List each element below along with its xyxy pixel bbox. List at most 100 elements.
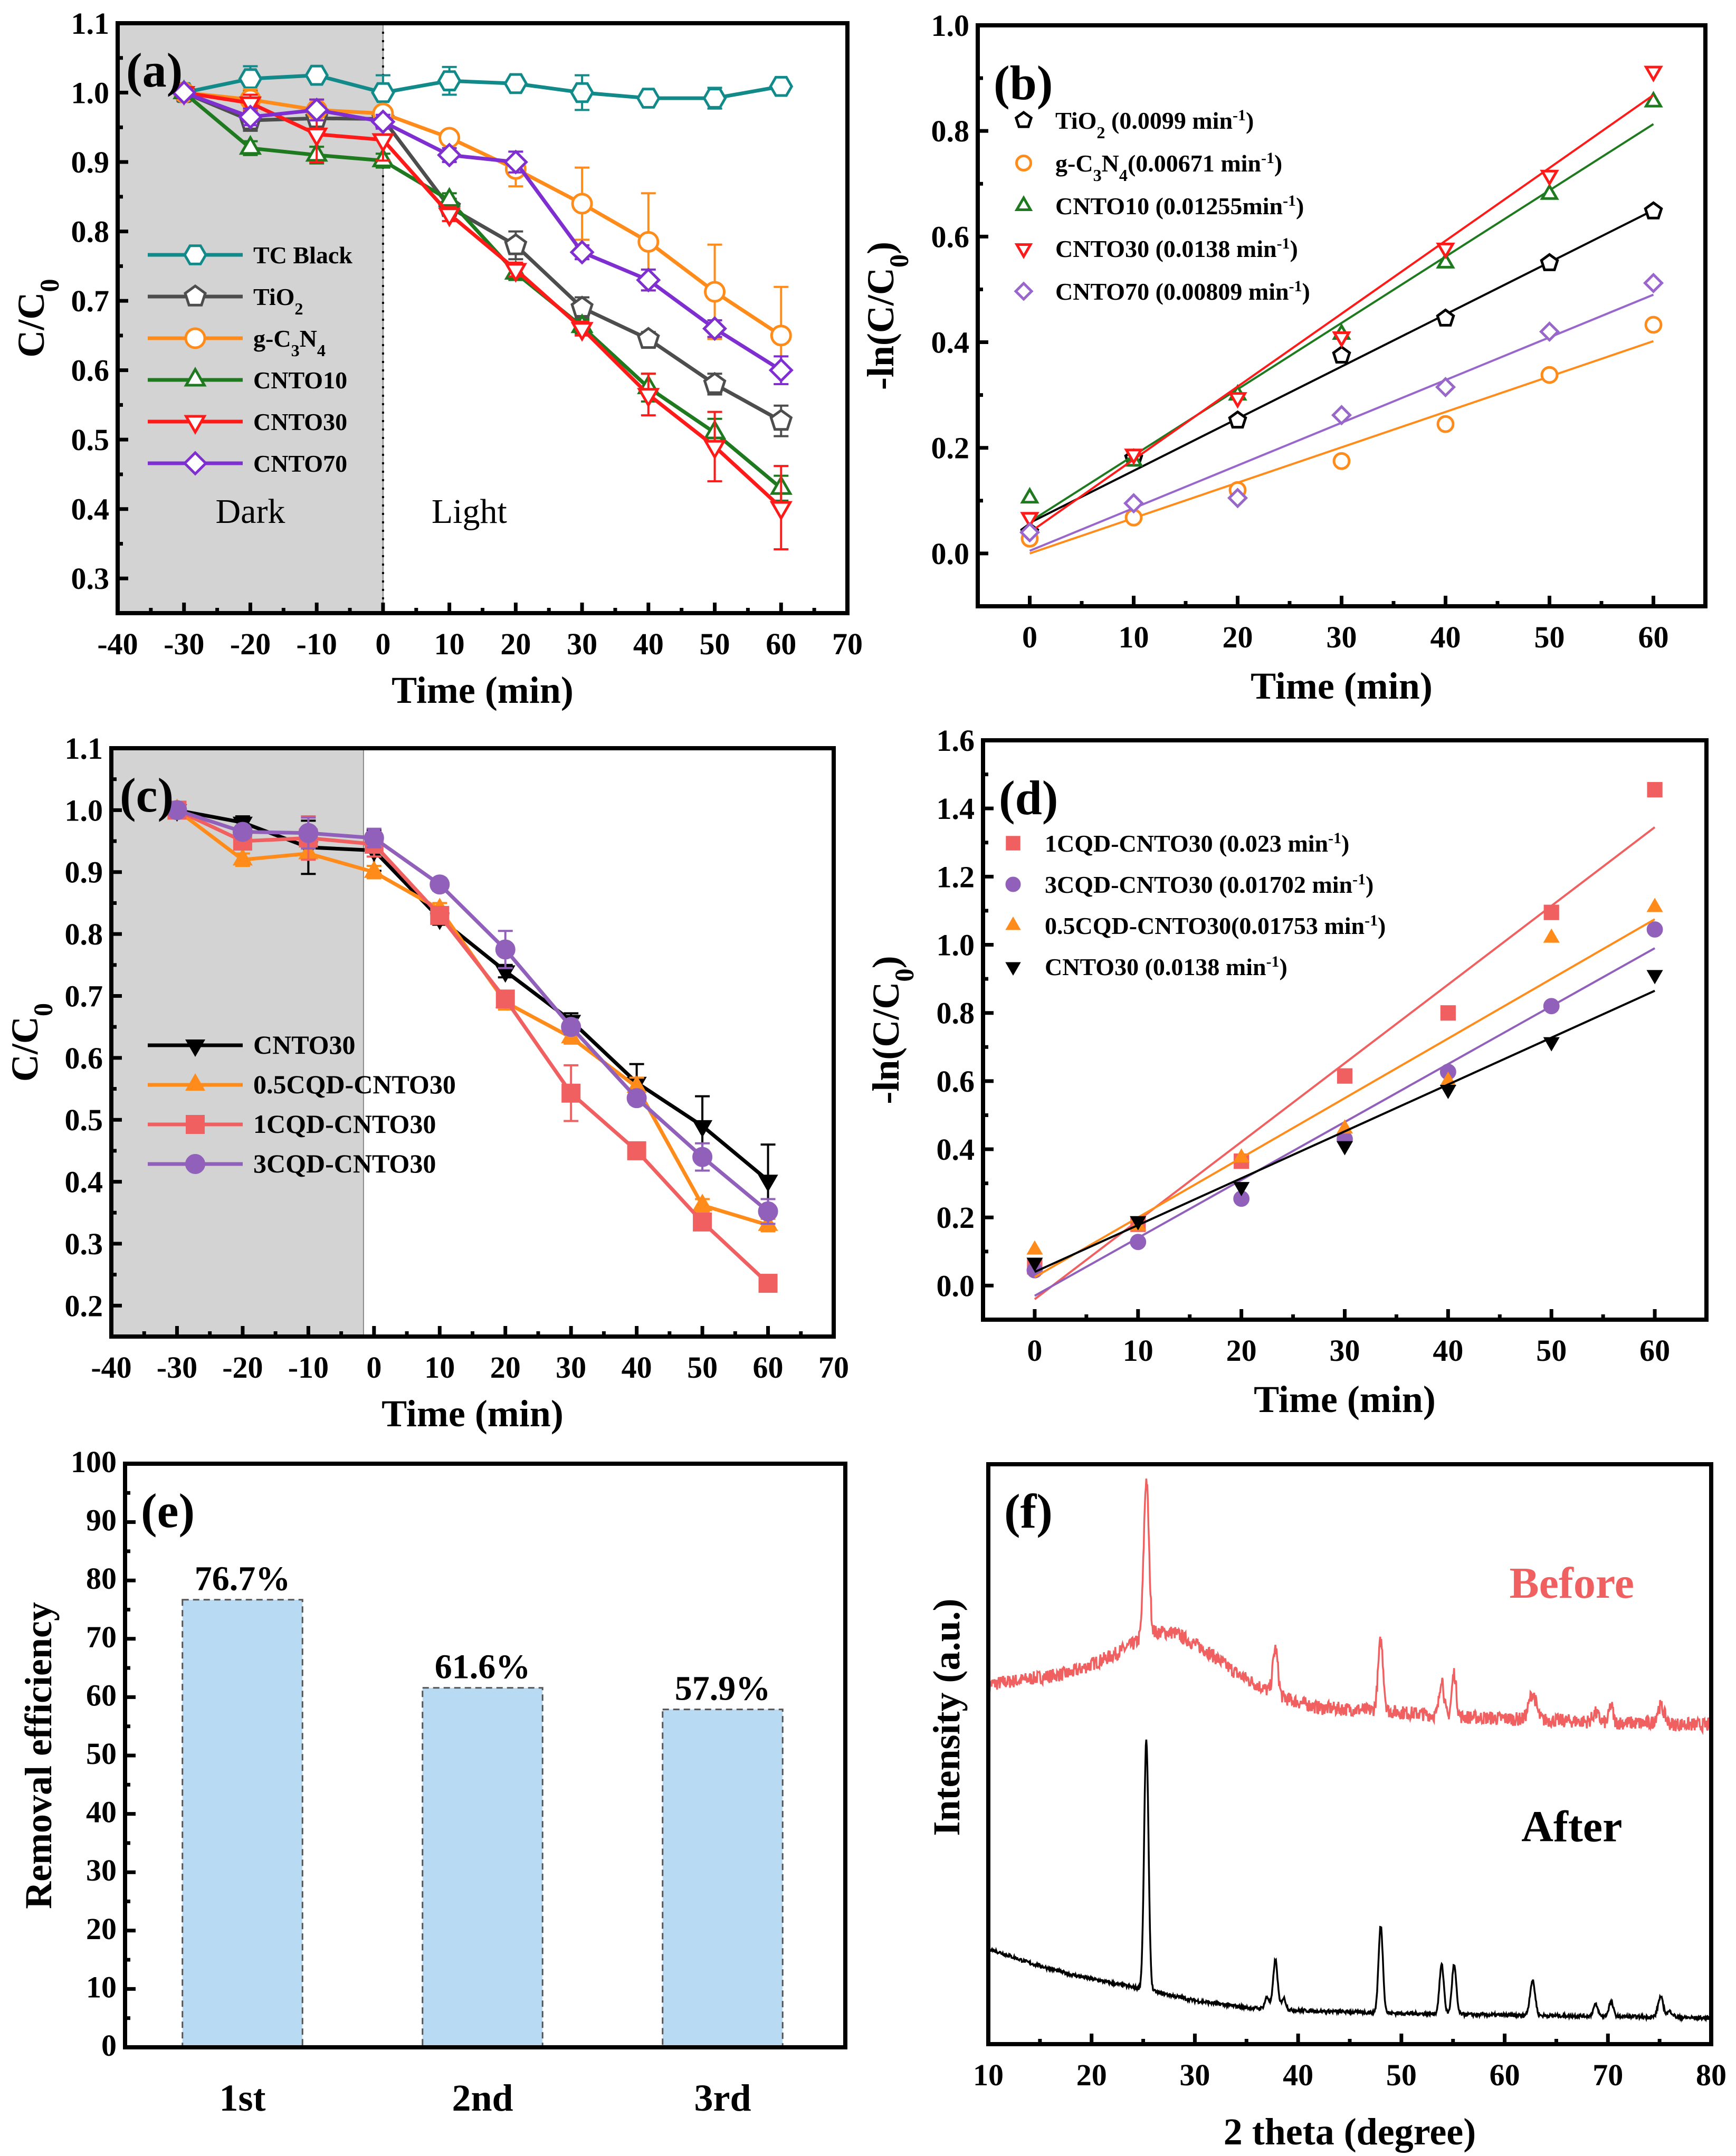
- data-point: [504, 263, 528, 283]
- legend: TiO2 (0.0099 min-1)g-C3N4(0.00671 min-1)…: [1014, 107, 1310, 305]
- text-segment: 3CQD-CNTO30: [253, 1149, 436, 1178]
- data-point: [693, 1212, 712, 1232]
- legend-item: CNTO10: [148, 366, 347, 394]
- text-segment: N: [1102, 150, 1119, 177]
- text-segment: 3: [1093, 166, 1102, 185]
- data-point: [371, 133, 395, 154]
- legend-marker: [1014, 110, 1033, 128]
- legend-item: CNTO10 (0.01255min-1): [1014, 192, 1304, 220]
- series-cnto70: [1019, 272, 1664, 552]
- data-point: [692, 1120, 713, 1138]
- y-tick-label: 1.0: [937, 928, 975, 962]
- data-point: [569, 240, 595, 265]
- y-axis-title: C/C0: [10, 279, 64, 357]
- data-point: [1436, 252, 1455, 269]
- x-category-label: 1st: [220, 2077, 266, 2119]
- x-tick-label: 50: [1536, 1333, 1567, 1368]
- data-point: [495, 989, 515, 1009]
- x-tick-label: 60: [766, 627, 796, 661]
- legend-label: g-C3N4(0.00671 min-1): [1055, 149, 1282, 185]
- data-point: [504, 233, 528, 255]
- x-tick-label: 40: [1433, 1333, 1463, 1368]
- text-segment: ): [1296, 193, 1304, 220]
- data-point: [1543, 998, 1560, 1015]
- text-segment: 0: [890, 968, 919, 981]
- legend-label: 0.5CQD-CNTO30(0.01753 min-1): [1045, 912, 1386, 940]
- data-point: [1540, 183, 1559, 200]
- legend-marker: [1005, 876, 1021, 892]
- data-point: [1540, 253, 1559, 271]
- legend-label: 1CQD-CNTO30 (0.023 min-1): [1045, 829, 1349, 857]
- x-tick-label: 50: [1386, 2058, 1417, 2092]
- data-point: [770, 325, 792, 347]
- data-point: [570, 82, 594, 103]
- y-tick-label: 0.4: [65, 1165, 103, 1199]
- x-tick-label: 20: [490, 1350, 521, 1385]
- y-tick-label: 50: [86, 1737, 117, 1771]
- text-segment: ): [1366, 871, 1373, 898]
- text-segment: -ln(C/C: [865, 982, 907, 1104]
- text-segment: -ln(C/C: [860, 268, 902, 390]
- text-segment: C: [4, 1016, 46, 1044]
- y-tick-label: 0.8: [65, 917, 103, 951]
- y-tick-label: 0.6: [937, 1064, 975, 1099]
- text-segment: min: [1226, 953, 1266, 980]
- y-tick-label: 0.7: [65, 979, 103, 1013]
- data-point: [1436, 415, 1455, 433]
- data-point: [768, 358, 794, 383]
- data-point: [1439, 1085, 1456, 1100]
- y-tick-label: 0.5: [65, 1103, 103, 1137]
- legend-item: TC Black: [148, 242, 352, 269]
- x-tick-label: 40: [1430, 620, 1461, 654]
- data-point: [1020, 512, 1039, 529]
- legend-marker: [1014, 195, 1033, 211]
- legend-label: 0.5CQD-CNTO30: [253, 1070, 456, 1099]
- legend-marker: [185, 1039, 206, 1057]
- y-axis-title: Removal efficiency: [17, 1602, 60, 1909]
- data-point: [769, 408, 793, 431]
- text-segment: 0: [884, 254, 914, 268]
- text-segment: ): [1378, 912, 1386, 939]
- text-segment: -1: [1365, 912, 1378, 929]
- plot-frame: [986, 1462, 1713, 2046]
- legend-label: CNTO30 (0.0138 min-1): [1045, 953, 1287, 981]
- text-segment: -1: [1277, 235, 1290, 252]
- legend-marker: [1015, 155, 1032, 171]
- text-segment: CNTO30: [253, 1030, 356, 1060]
- legend-item: CNTO30 (0.0138 min-1): [1014, 235, 1298, 263]
- x-tick-label: 10: [424, 1350, 455, 1385]
- chart-panel-e: 76.7% 1st 61.6% 2nd 57.9% 3rd 0 10 20 30 40 50 60 70 8…: [17, 1445, 847, 2119]
- data-point: [1233, 1182, 1250, 1197]
- text-segment: min: [1287, 830, 1328, 857]
- x-tick-label: 10: [1119, 620, 1149, 654]
- series-1cqd-cnto30: [1027, 782, 1663, 1300]
- y-tick-label: 0.8: [71, 215, 110, 249]
- legend-item: 1CQD-CNTO30: [148, 1109, 436, 1139]
- before-label: Before: [1510, 1559, 1634, 1608]
- text-segment: -1: [1266, 953, 1280, 970]
- panel-label: (d): [999, 771, 1058, 825]
- fit-line: [1029, 340, 1654, 555]
- data-point: [1540, 366, 1559, 384]
- y-tick-label: 60: [86, 1678, 117, 1712]
- y-axis-title: C/C0: [4, 1003, 58, 1082]
- x-tick-label: 60: [1490, 2058, 1520, 2092]
- y-tick-label: 0.8: [931, 114, 970, 148]
- legend-item: CNTO30: [148, 408, 347, 435]
- text-segment: CNTO30 (0.0138: [1045, 953, 1226, 980]
- legend-label: CNTO30 (0.0138 min-1): [1055, 235, 1298, 263]
- y-tick-label: 0: [101, 2028, 117, 2063]
- legend-marker: [186, 1115, 205, 1134]
- data-point: [495, 939, 516, 960]
- legend: 1CQD-CNTO30 (0.023 min-1)3CQD-CNTO30 (0.…: [1005, 829, 1386, 981]
- data-point: [1435, 377, 1456, 398]
- data-point: [1440, 1005, 1456, 1021]
- x-tick-label: -10: [288, 1350, 329, 1385]
- legend-marker: [185, 1154, 205, 1174]
- data-point: [1540, 169, 1559, 187]
- data-point: [1644, 316, 1663, 334]
- x-tick-label: -20: [222, 1350, 263, 1385]
- data-point: [437, 207, 461, 227]
- x-tick-label: 30: [567, 627, 597, 661]
- legend-item: 1CQD-CNTO30 (0.023 min-1): [1006, 829, 1349, 857]
